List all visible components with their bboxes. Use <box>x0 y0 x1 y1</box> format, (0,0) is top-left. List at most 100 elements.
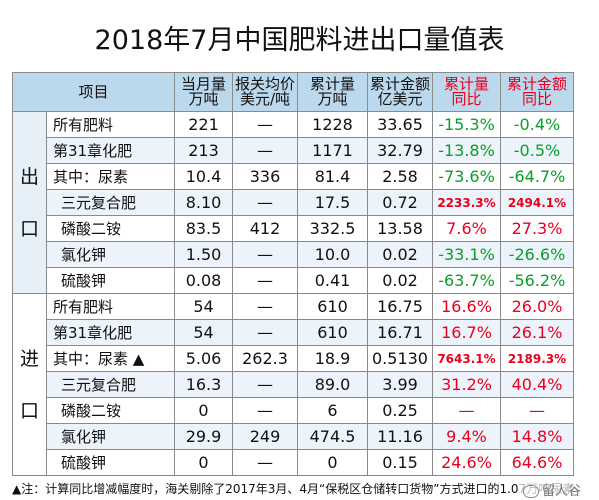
header-item: 项目 <box>12 72 175 112</box>
cell-cumulative-volume: 0 <box>297 449 368 476</box>
cell-item: 氯化钾 <box>46 241 175 268</box>
cell-monthly-volume: 8.10 <box>174 189 233 216</box>
cell-cumulative-volume: 0.41 <box>297 267 368 294</box>
cell-monthly-volume: 10.4 <box>174 163 233 190</box>
cell-cumulative-volume-yoy: -13.8% <box>432 137 501 164</box>
cell-item: 第31章化肥 <box>46 319 175 346</box>
cell-customs-price: 262.3 <box>232 345 298 372</box>
cell-monthly-volume: 0 <box>174 449 233 476</box>
cell-item: 其中：尿素 ▲ <box>46 345 175 372</box>
cell-monthly-volume: 83.5 <box>174 215 233 242</box>
cell-cumulative-value-yoy: 14.8% <box>500 423 574 450</box>
cell-monthly-volume: 54 <box>174 319 233 346</box>
cell-cumulative-volume: 332.5 <box>297 215 368 242</box>
cell-cumulative-volume: 610 <box>297 319 368 346</box>
cell-cumulative-value: 0.15 <box>367 449 433 476</box>
table-row: 其中：尿素 10.4 336 81.4 2.58 -73.6% -64.7% <box>13 163 574 190</box>
cell-customs-price: — <box>232 267 298 294</box>
cell-cumulative-volume-yoy: 16.6% <box>432 293 501 320</box>
cell-cumulative-value-yoy: 26.0% <box>500 293 574 320</box>
cell-cumulative-value-yoy: 26.1% <box>500 319 574 346</box>
cell-cumulative-volume-yoy: 16.7% <box>432 319 501 346</box>
header-cumulative-value-yoy: 累计金额 同比 <box>500 72 574 112</box>
section-label: 口 <box>19 217 39 240</box>
table-row: 其中：尿素 ▲ 5.06 262.3 18.9 0.5130 7643.1% 2189.3% <box>13 345 574 372</box>
cell-cumulative-volume-yoy: -15.3% <box>432 111 501 138</box>
section-import: 进口 <box>12 293 47 476</box>
cell-monthly-volume: 0.08 <box>174 267 233 294</box>
cell-cumulative-value-yoy: 2494.1% <box>500 189 574 216</box>
cell-monthly-volume: 5.06 <box>174 345 233 372</box>
cell-customs-price: 412 <box>232 215 298 242</box>
cell-cumulative-value-yoy: -0.4% <box>500 111 574 138</box>
cell-item: 硫酸钾 <box>46 267 175 294</box>
cell-cumulative-volume: 18.9 <box>297 345 368 372</box>
cell-cumulative-volume-yoy: 7643.1% <box>432 345 501 372</box>
cell-monthly-volume: 54 <box>174 293 233 320</box>
header-unit: 美元/吨 <box>239 90 291 108</box>
table-row: 硫酸钾 0.08—0.41 0.02 -63.7% -56.2% <box>13 267 574 294</box>
header-cumulative-volume: 累计量 万吨 <box>297 72 368 112</box>
cell-cumulative-volume: 17.5 <box>297 189 368 216</box>
header-label: 累计量 <box>443 75 489 93</box>
cell-cumulative-value: 0.72 <box>367 189 433 216</box>
cell-item: 磷酸二铵 <box>46 397 175 424</box>
cell-customs-price: — <box>232 111 298 138</box>
cell-cumulative-value: 13.58 <box>367 215 433 242</box>
table-row: 三元复合肥 16.3—89.0 3.99 31.2% 40.4% <box>13 371 574 398</box>
cell-monthly-volume: 1.50 <box>174 241 233 268</box>
cell-cumulative-volume-yoy: 24.6% <box>432 449 501 476</box>
cell-cumulative-volume-yoy: 2233.3% <box>432 189 501 216</box>
watermark-text: 留人谷 <box>541 484 581 499</box>
cell-customs-price: — <box>232 449 298 476</box>
page-title: 2018年7月中国肥料进出口量值表 <box>94 25 505 56</box>
header-label: 累计金额 <box>506 75 567 93</box>
cell-cumulative-volume-yoy: 7.6% <box>432 215 501 242</box>
cell-cumulative-volume-yoy: -33.1% <box>432 241 501 268</box>
header-label: 累计量 <box>309 75 355 93</box>
cell-cumulative-volume: 6 <box>297 397 368 424</box>
cell-item: 磷酸二铵 <box>46 215 175 242</box>
cell-cumulative-volume-yoy: -73.6% <box>432 163 501 190</box>
header-cumulative-volume-yoy: 累计量 同比 <box>432 72 501 112</box>
cell-cumulative-value-yoy: 40.4% <box>500 371 574 398</box>
cell-item: 其中：尿素 <box>46 163 175 190</box>
cell-customs-price: — <box>232 397 298 424</box>
header-unit: 万吨 <box>317 90 348 108</box>
cell-customs-price: — <box>232 293 298 320</box>
cell-cumulative-value: 16.75 <box>367 293 433 320</box>
table-row: 氯化钾 29.9 249 474.5 11.16 9.4% 14.8% <box>13 423 574 450</box>
cell-customs-price: — <box>232 137 298 164</box>
cell-cumulative-value-yoy: -64.7% <box>500 163 574 190</box>
cell-cumulative-value-yoy: -26.6% <box>500 241 574 268</box>
cell-item: 三元复合肥 <box>46 371 175 398</box>
cell-cumulative-value-yoy: -0.5% <box>500 137 574 164</box>
cell-monthly-volume: 16.3 <box>174 371 233 398</box>
cell-cumulative-volume-yoy: 9.4% <box>432 423 501 450</box>
cell-cumulative-volume: 474.5 <box>297 423 368 450</box>
section-label: 口 <box>19 399 39 422</box>
cell-monthly-volume: 221 <box>174 111 233 138</box>
cell-cumulative-value: 2.58 <box>367 163 433 190</box>
header-label: 累计金额 <box>369 75 430 93</box>
cell-cumulative-value: 0.5130 <box>367 345 433 372</box>
cell-item: 第31章化肥 <box>46 137 175 164</box>
watermark: 留人谷 <box>518 480 581 499</box>
cell-cumulative-volume-yoy: 31.2% <box>432 371 501 398</box>
cell-item: 所有肥料 <box>46 111 175 138</box>
cell-cumulative-volume: 89.0 <box>297 371 368 398</box>
cell-monthly-volume: 213 <box>174 137 233 164</box>
table-body: 出口所有肥料 221—1228 33.65 -15.3% -0.4% 第31章化肥 213—… <box>12 111 574 476</box>
cell-cumulative-value-yoy: -56.2% <box>500 267 574 294</box>
header-unit: 同比 <box>451 90 482 108</box>
cell-cumulative-volume-yoy: — <box>432 397 501 424</box>
header-unit: 同比 <box>521 90 552 108</box>
cell-customs-price: 249 <box>232 423 298 450</box>
header-label: 当月量 <box>180 75 226 93</box>
footnote: ▲注：计算同比增减幅度时，海关剔除了2017年3月、4月“保税区仓储转口货物”方… <box>12 482 575 496</box>
cell-cumulative-value-yoy: 2189.3% <box>500 345 574 372</box>
cell-monthly-volume: 29.9 <box>174 423 233 450</box>
cell-customs-price: — <box>232 319 298 346</box>
cell-cumulative-value: 16.71 <box>367 319 433 346</box>
cell-item: 硫酸钾 <box>46 449 175 476</box>
